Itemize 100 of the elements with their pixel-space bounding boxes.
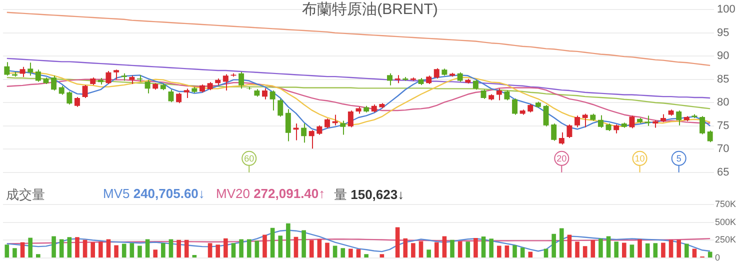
bar bbox=[278, 236, 283, 258]
bar bbox=[254, 240, 260, 258]
bar bbox=[395, 227, 400, 258]
bar bbox=[661, 242, 666, 258]
bar bbox=[489, 238, 494, 258]
bar bbox=[380, 254, 384, 258]
bar bbox=[567, 234, 572, 258]
bar bbox=[184, 240, 189, 258]
bar bbox=[145, 239, 150, 258]
bar bbox=[630, 244, 634, 258]
bar bbox=[4, 244, 10, 258]
bar bbox=[606, 236, 611, 258]
bar bbox=[426, 250, 431, 258]
candlestick bbox=[136, 74, 142, 82]
bar bbox=[520, 248, 525, 258]
bar bbox=[224, 238, 228, 258]
bar bbox=[59, 239, 64, 258]
bar bbox=[481, 236, 486, 258]
y-tick-label: 75 bbox=[717, 120, 730, 132]
bar bbox=[708, 252, 712, 258]
bar bbox=[82, 240, 88, 258]
bar bbox=[246, 239, 252, 258]
chart-title: 布蘭特原油(BRENT) bbox=[302, 1, 438, 18]
bar bbox=[208, 243, 212, 258]
y-tick-label: 70 bbox=[717, 143, 730, 156]
bar bbox=[317, 239, 322, 258]
y-tick-label: 85 bbox=[717, 73, 730, 86]
bar bbox=[340, 248, 346, 258]
chart-title: 成交量 bbox=[6, 186, 45, 204]
bar bbox=[684, 244, 689, 258]
annotation: 60 bbox=[244, 153, 254, 164]
bar bbox=[418, 241, 424, 258]
bar bbox=[638, 239, 642, 258]
text: 量 150,623↓ bbox=[334, 187, 404, 202]
bar bbox=[442, 236, 447, 258]
bar bbox=[364, 254, 368, 258]
bar bbox=[114, 245, 118, 258]
bar bbox=[138, 246, 142, 258]
bar bbox=[52, 236, 56, 258]
bar bbox=[286, 223, 290, 258]
bar bbox=[332, 246, 338, 258]
bar bbox=[614, 242, 618, 258]
bar bbox=[590, 240, 596, 258]
y-tick-label: 95 bbox=[717, 26, 730, 39]
bar bbox=[90, 242, 95, 258]
annotation: 10 bbox=[634, 153, 645, 164]
y-tick-label: 0 bbox=[715, 252, 720, 262]
bar bbox=[528, 252, 533, 258]
bar bbox=[348, 248, 353, 258]
bar bbox=[161, 243, 166, 258]
bar bbox=[239, 239, 244, 258]
bar bbox=[262, 234, 267, 258]
bar bbox=[356, 249, 361, 258]
bar bbox=[411, 243, 416, 258]
bar bbox=[294, 236, 298, 258]
bar bbox=[496, 246, 502, 258]
y-tick-label: 80 bbox=[717, 96, 730, 109]
bar bbox=[544, 248, 548, 258]
bar bbox=[466, 242, 470, 258]
bar bbox=[302, 230, 306, 258]
bar bbox=[122, 244, 126, 258]
bar bbox=[309, 240, 314, 258]
bar bbox=[98, 242, 103, 258]
bar bbox=[575, 242, 580, 258]
y-tick-label: 65 bbox=[717, 166, 730, 178]
bar bbox=[153, 250, 158, 258]
bar bbox=[512, 245, 517, 258]
bar bbox=[552, 234, 556, 258]
bar bbox=[75, 237, 80, 258]
bar bbox=[176, 240, 181, 258]
bar bbox=[168, 239, 174, 258]
bar bbox=[28, 238, 32, 258]
bar bbox=[106, 239, 111, 258]
text: MV5 240,705.60↓ bbox=[103, 186, 205, 201]
bar bbox=[653, 243, 658, 258]
bar bbox=[403, 238, 408, 258]
bar bbox=[559, 228, 564, 258]
bar bbox=[20, 242, 25, 258]
bar bbox=[325, 242, 330, 258]
bar bbox=[582, 246, 588, 258]
bar bbox=[231, 243, 236, 258]
y-tick-label: 100 bbox=[717, 4, 736, 16]
bar bbox=[598, 238, 603, 258]
bar bbox=[130, 243, 134, 258]
bar bbox=[67, 237, 72, 258]
bar bbox=[668, 240, 674, 258]
annotation: 20 bbox=[556, 153, 567, 164]
y-tick-label: 500K bbox=[715, 216, 736, 227]
bar bbox=[216, 244, 220, 258]
bar bbox=[692, 248, 697, 258]
candlestick bbox=[246, 86, 252, 90]
bar bbox=[12, 248, 17, 258]
bar bbox=[676, 240, 681, 258]
y-tick-label: 750K bbox=[715, 198, 736, 209]
annotation: 5 bbox=[676, 153, 682, 164]
bar bbox=[450, 240, 454, 258]
bar bbox=[645, 243, 650, 258]
bar bbox=[622, 242, 626, 258]
bar bbox=[458, 241, 462, 258]
bar bbox=[434, 242, 439, 258]
